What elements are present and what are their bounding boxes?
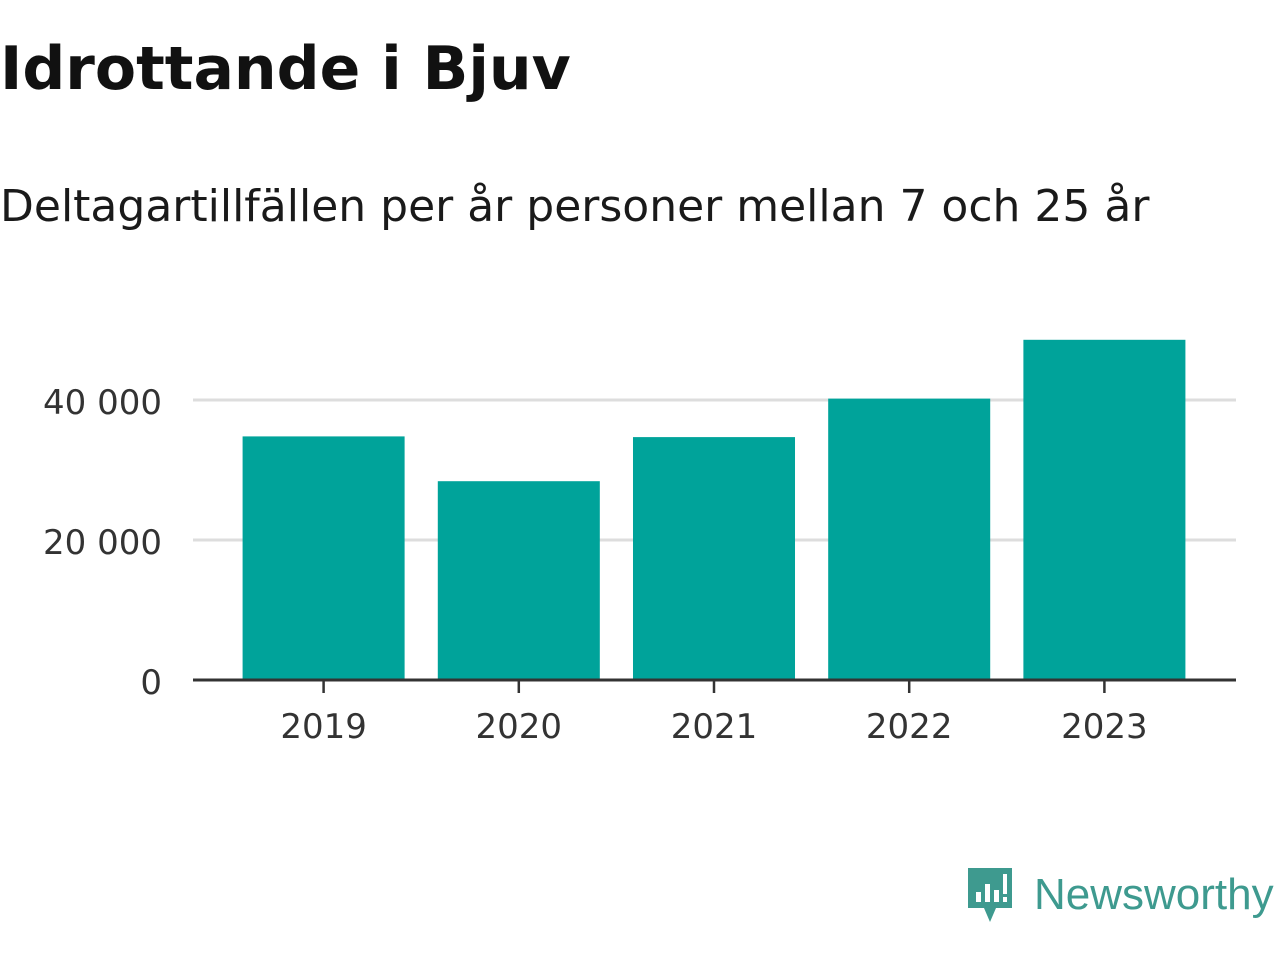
bar-2021 (632, 437, 796, 680)
axes: 0 20 000 40 000 2019 2020 2021 2022 2023 (43, 383, 1236, 747)
bar-2023 (1023, 339, 1186, 680)
x-tick-label: 2020 (476, 707, 563, 747)
x-tick-label: 2019 (280, 707, 367, 747)
bar-2020 (437, 481, 600, 680)
bar-2022 (828, 398, 991, 680)
y-tick-label: 20 000 (43, 523, 162, 563)
bar-2019 (242, 436, 405, 680)
x-tick-label: 2022 (866, 707, 953, 747)
x-tick-label: 2021 (671, 707, 758, 747)
brand-name: Newsworthy (1034, 870, 1274, 919)
chart-title: Idrottande i Bjuv (0, 34, 571, 104)
bars (242, 339, 1186, 680)
y-tick-label: 0 (140, 663, 162, 703)
bar-chart-speech-bubble-icon (968, 868, 1012, 922)
newsworthy-logo: Newsworthy (964, 864, 1274, 926)
chart-subtitle: Deltagartillfällen per år personer mella… (0, 181, 1150, 232)
y-tick-label: 40 000 (43, 383, 162, 423)
x-tick-label: 2023 (1061, 707, 1148, 747)
